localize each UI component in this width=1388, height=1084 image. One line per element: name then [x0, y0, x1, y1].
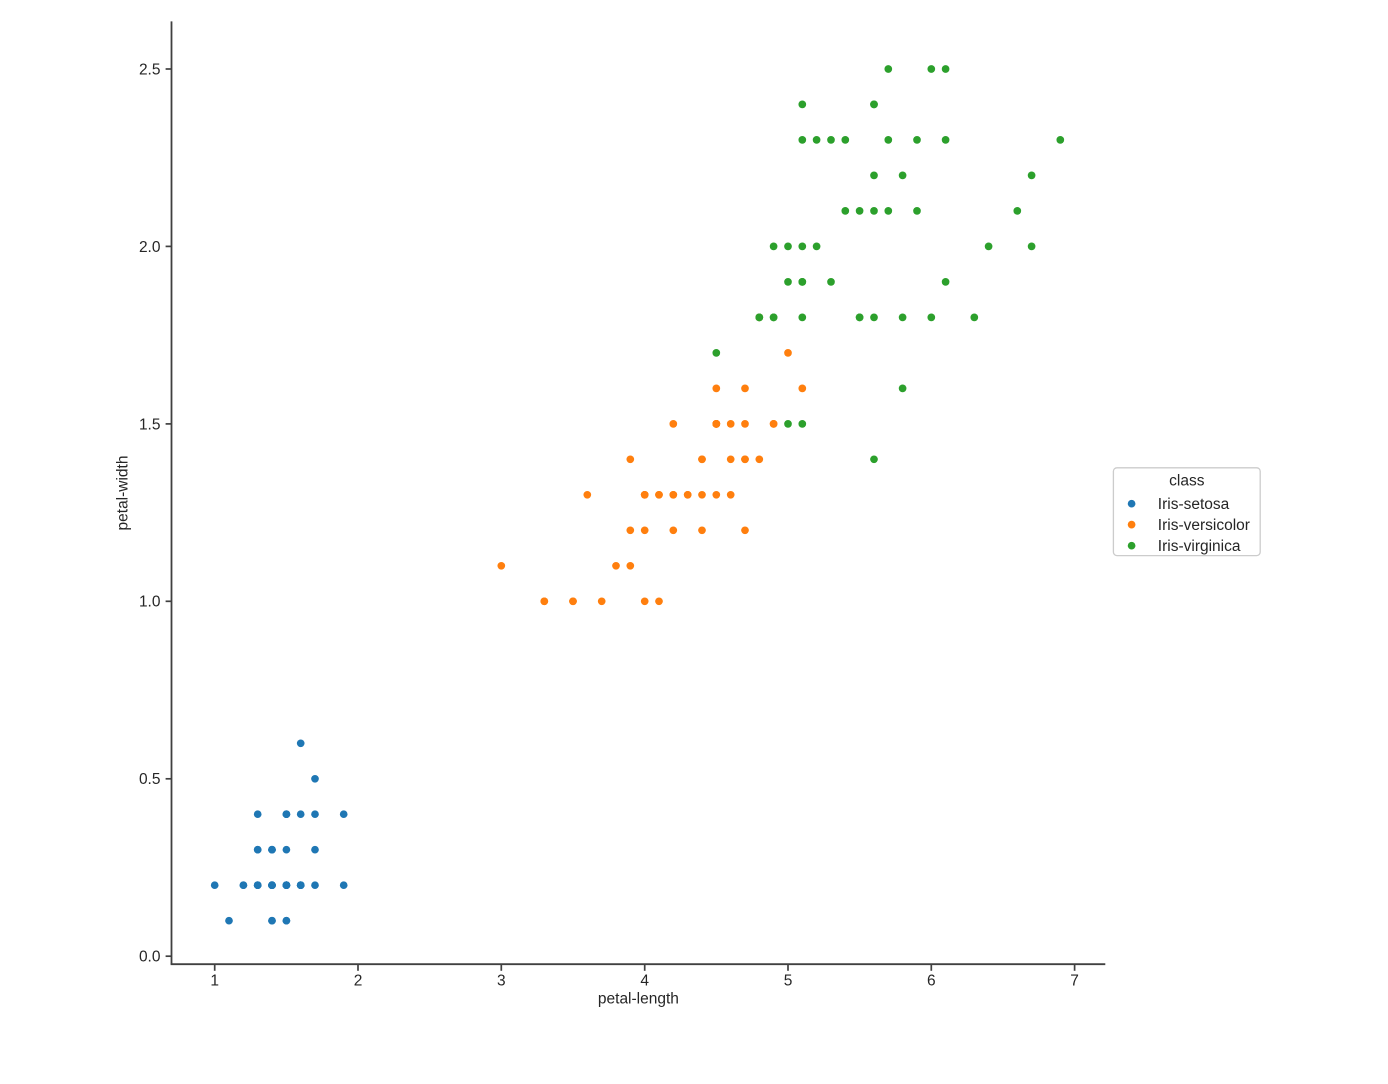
svg-text:2: 2: [354, 973, 363, 990]
svg-text:Iris-setosa: Iris-setosa: [1158, 496, 1230, 513]
svg-text:0.0: 0.0: [139, 949, 161, 966]
svg-text:class: class: [1169, 473, 1205, 490]
svg-text:petal-width: petal-width: [115, 456, 132, 531]
svg-text:1: 1: [210, 973, 219, 990]
svg-text:7: 7: [1070, 973, 1079, 990]
svg-text:1.5: 1.5: [139, 416, 161, 433]
svg-text:2.0: 2.0: [139, 239, 161, 256]
svg-text:Iris-virginica: Iris-virginica: [1158, 538, 1241, 555]
svg-text:0.5: 0.5: [139, 771, 161, 788]
svg-text:petal-length: petal-length: [598, 991, 679, 1008]
svg-text:5: 5: [784, 973, 793, 990]
svg-text:2.5: 2.5: [139, 61, 161, 78]
svg-text:4: 4: [640, 973, 649, 990]
svg-text:Iris-versicolor: Iris-versicolor: [1158, 517, 1250, 534]
svg-text:1.0: 1.0: [139, 594, 161, 611]
svg-text:6: 6: [927, 973, 936, 990]
svg-text:3: 3: [497, 973, 506, 990]
